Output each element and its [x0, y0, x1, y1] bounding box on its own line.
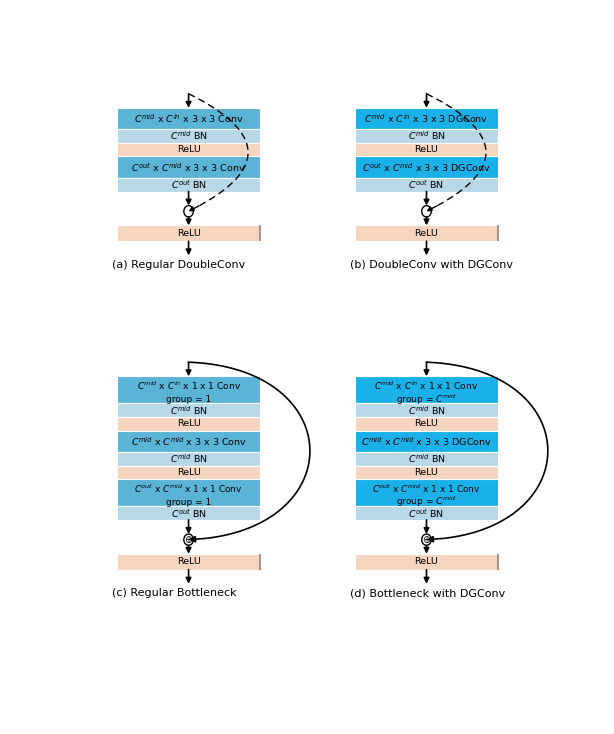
Bar: [117, 108, 260, 129]
Text: group = 1: group = 1: [166, 498, 211, 506]
Text: $C^{mid}$ BN: $C^{mid}$ BN: [169, 404, 208, 416]
Text: (d) Bottleneck with DGConv: (d) Bottleneck with DGConv: [351, 588, 505, 598]
Bar: [355, 431, 498, 452]
Bar: [355, 506, 498, 520]
Text: (a) Regular DoubleConv: (a) Regular DoubleConv: [112, 260, 246, 270]
Text: $C^{mid}$ BN: $C^{mid}$ BN: [408, 130, 445, 142]
Text: ReLU: ReLU: [414, 468, 438, 477]
Text: $C^{mid}$ x $C^{in}$ x 1 x 1 Conv: $C^{mid}$ x $C^{in}$ x 1 x 1 Conv: [136, 379, 241, 392]
Text: $\oplus$: $\oplus$: [422, 534, 431, 545]
Text: $C^{out}$ BN: $C^{out}$ BN: [408, 178, 445, 191]
Bar: [355, 452, 498, 465]
Text: $C^{mid}$ BN: $C^{mid}$ BN: [408, 453, 445, 465]
Text: $C^{mid}$ x $C^{mid}$ x 3 x 3 DGConv: $C^{mid}$ x $C^{mid}$ x 3 x 3 DGConv: [361, 435, 492, 448]
Text: $C^{out}$ BN: $C^{out}$ BN: [171, 506, 207, 520]
Text: $C^{out}$ x $C^{mid}$ x 1 x 1 Conv: $C^{out}$ x $C^{mid}$ x 1 x 1 Conv: [134, 482, 243, 495]
Text: ReLU: ReLU: [177, 229, 201, 238]
Bar: [117, 506, 260, 520]
Text: ReLU: ReLU: [414, 419, 438, 429]
Bar: [355, 377, 498, 404]
Bar: [355, 479, 498, 506]
Bar: [355, 465, 498, 479]
Text: $\oplus$: $\oplus$: [184, 534, 193, 545]
Bar: [117, 431, 260, 452]
Text: $C^{out}$ x $C^{mid}$ x 3 x 3 DGConv: $C^{out}$ x $C^{mid}$ x 3 x 3 DGConv: [362, 161, 491, 174]
Text: ReLU: ReLU: [414, 229, 438, 238]
Bar: [117, 553, 260, 570]
Text: ReLU: ReLU: [177, 145, 201, 154]
Bar: [117, 178, 260, 192]
Text: group = $C^{mid}$: group = $C^{mid}$: [396, 495, 457, 509]
Bar: [355, 178, 498, 192]
Bar: [355, 404, 498, 417]
Text: ReLU: ReLU: [414, 557, 438, 566]
Bar: [117, 156, 260, 178]
Bar: [117, 129, 260, 143]
Text: $C^{mid}$ BN: $C^{mid}$ BN: [169, 130, 208, 142]
Text: ReLU: ReLU: [177, 557, 201, 566]
Text: ReLU: ReLU: [177, 419, 201, 429]
Text: ReLU: ReLU: [177, 468, 201, 477]
Bar: [117, 225, 260, 241]
Bar: [355, 108, 498, 129]
Bar: [355, 129, 498, 143]
Bar: [117, 452, 260, 465]
Bar: [355, 417, 498, 431]
Text: $C^{mid}$ x $C^{in}$ x 3 x 3 DGConv: $C^{mid}$ x $C^{in}$ x 3 x 3 DGConv: [364, 112, 489, 125]
Text: $C^{out}$ x $C^{mid}$ x 3 x 3 Conv: $C^{out}$ x $C^{mid}$ x 3 x 3 Conv: [131, 161, 246, 174]
Text: $C^{mid}$ x $C^{mid}$ x 3 x 3 Conv: $C^{mid}$ x $C^{mid}$ x 3 x 3 Conv: [131, 435, 247, 448]
Bar: [355, 553, 498, 570]
Text: $C^{out}$ BN: $C^{out}$ BN: [171, 178, 207, 191]
Bar: [117, 479, 260, 506]
Bar: [355, 225, 498, 241]
Bar: [117, 404, 260, 417]
Text: $C^{out}$ x $C^{mid}$ x 1 x 1 Conv: $C^{out}$ x $C^{mid}$ x 1 x 1 Conv: [372, 482, 481, 495]
Bar: [117, 143, 260, 156]
Bar: [117, 417, 260, 431]
Text: $C^{mid}$ BN: $C^{mid}$ BN: [169, 453, 208, 465]
Bar: [355, 143, 498, 156]
Text: group = 1: group = 1: [166, 395, 211, 404]
Bar: [355, 156, 498, 178]
Text: $C^{mid}$ x $C^{in}$ x 1 x 1 Conv: $C^{mid}$ x $C^{in}$ x 1 x 1 Conv: [375, 379, 478, 392]
Text: ReLU: ReLU: [414, 145, 438, 154]
Bar: [117, 465, 260, 479]
Text: $C^{mid}$ x $C^{in}$ x 3 x 3 Conv: $C^{mid}$ x $C^{in}$ x 3 x 3 Conv: [134, 112, 243, 125]
Bar: [117, 377, 260, 404]
Text: (c) Regular Bottleneck: (c) Regular Bottleneck: [112, 588, 237, 598]
Text: (b) DoubleConv with DGConv: (b) DoubleConv with DGConv: [351, 260, 513, 270]
Text: $C^{out}$ BN: $C^{out}$ BN: [408, 506, 445, 520]
Text: group = $C^{mid}$: group = $C^{mid}$: [396, 392, 457, 407]
Text: $C^{mid}$ BN: $C^{mid}$ BN: [408, 404, 445, 416]
